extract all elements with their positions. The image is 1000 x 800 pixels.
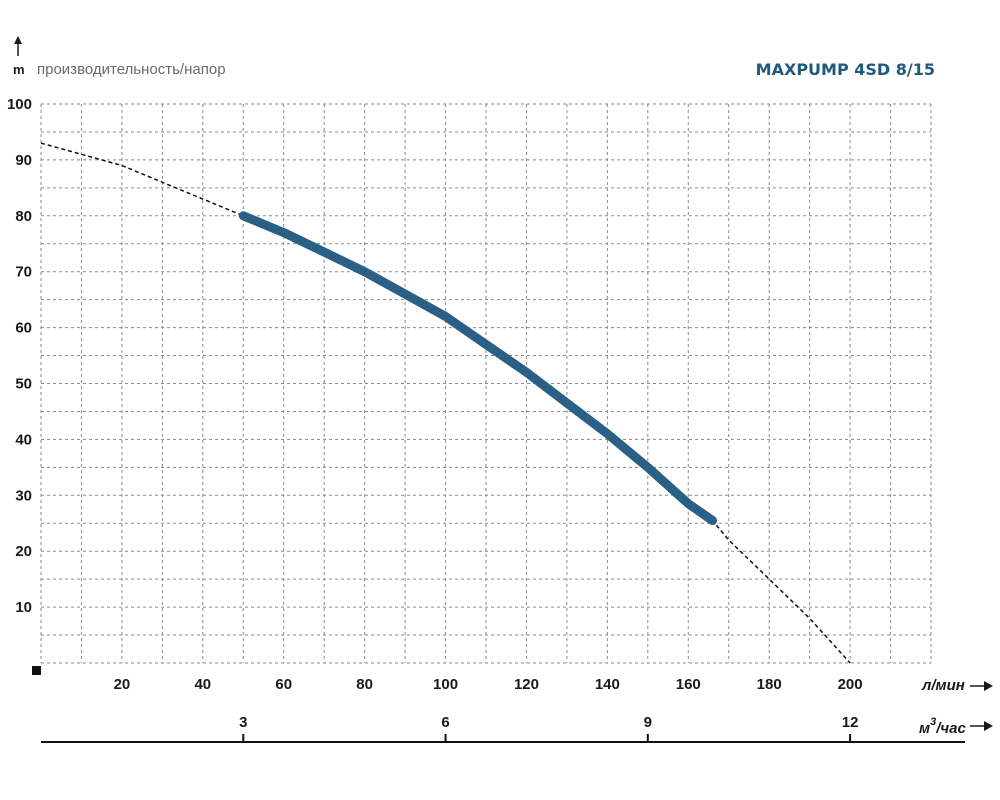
x-axis-unit-secondary: м3/час (919, 716, 966, 737)
curve-working-range (238, 211, 717, 525)
y-axis: 10 20 30 40 50 60 70 80 90 100 (7, 96, 32, 616)
y-tick-label: 30 (15, 487, 32, 504)
secondary-tick-label: 6 (441, 714, 449, 731)
x-axis-unit-secondary-sup: 3 (930, 716, 936, 728)
y-tick-label: 50 (15, 376, 32, 393)
origin-marker (32, 666, 41, 675)
x-axis-unit-primary: л/мин (921, 677, 965, 694)
curve-extrapolated-dashed (40, 142, 851, 664)
x-axis-secondary: 3 6 9 12 (41, 714, 965, 743)
grid (40, 103, 932, 664)
x-tick-label: 120 (514, 676, 539, 693)
x-axis-unit-secondary-base: м (919, 720, 930, 737)
y-tick-label: 70 (15, 264, 32, 281)
y-tick-label: 60 (15, 320, 32, 337)
y-tick-label: 90 (15, 152, 32, 169)
secondary-tick-label: 9 (644, 714, 652, 731)
x-tick-label: 20 (114, 676, 131, 693)
x-tick-label: 160 (676, 676, 701, 693)
y-axis-label: производительность/напор (37, 61, 226, 78)
x-tick-label: 180 (757, 676, 782, 693)
y-axis-unit: m (13, 62, 25, 77)
x-axis-unit-secondary-tail: /час (935, 720, 966, 737)
y-tick-label: 80 (15, 208, 32, 225)
x-tick-label: 80 (356, 676, 373, 693)
y-tick-label: 10 (15, 599, 32, 616)
x-tick-label: 100 (433, 676, 458, 693)
x-tick-label: 40 (194, 676, 211, 693)
x-axis-primary: 20 40 60 80 100 120 140 160 180 200 (114, 676, 863, 693)
x-axis-secondary-arrow-icon (970, 721, 993, 731)
x-tick-label: 200 (838, 676, 863, 693)
y-tick-label: 20 (15, 543, 32, 560)
y-axis-arrow-icon (14, 36, 22, 56)
series-group (40, 142, 851, 664)
y-tick-label: 100 (7, 96, 32, 113)
y-tick-label: 40 (15, 431, 32, 448)
secondary-tick-label: 12 (842, 714, 859, 731)
secondary-tick-label: 3 (239, 714, 247, 731)
chart-title: MAXPUMP 4SD 8/15 (756, 60, 935, 79)
x-tick-label: 140 (595, 676, 620, 693)
x-axis-arrow-icon (970, 681, 993, 691)
x-tick-label: 60 (275, 676, 292, 693)
